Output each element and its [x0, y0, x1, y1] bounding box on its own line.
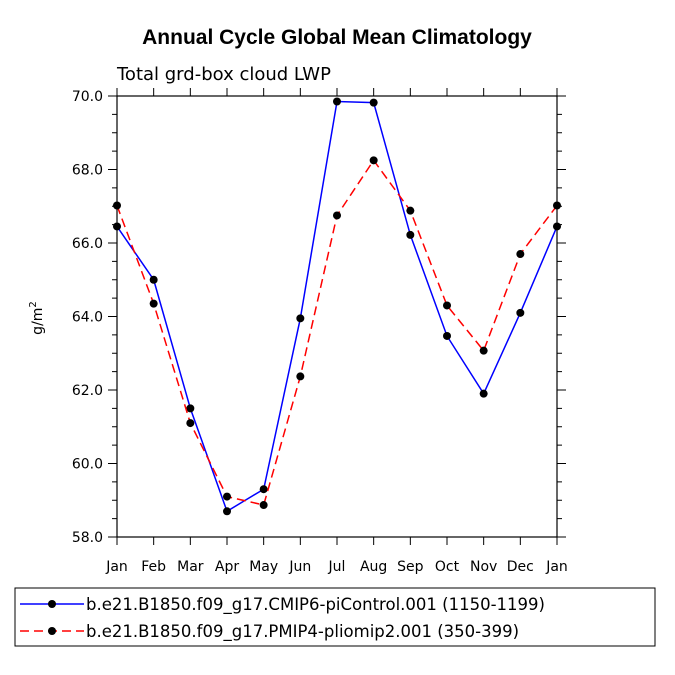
y-axis-label: g/m2 — [28, 301, 46, 335]
legend-label: b.e21.B1850.f09_g17.CMIP6-piControl.001 … — [86, 595, 545, 615]
data-point — [553, 222, 561, 231]
x-tick-label: May — [249, 559, 278, 575]
x-tick-label: Dec — [507, 559, 534, 575]
data-point — [223, 507, 231, 516]
data-point — [553, 201, 561, 210]
data-point — [296, 372, 305, 381]
x-tick-label: Sep — [397, 559, 424, 575]
data-point — [443, 331, 451, 340]
axis-ticks — [108, 88, 566, 545]
x-tick-label: Jul — [328, 559, 346, 575]
y-tick-label: 58.0 — [72, 530, 103, 546]
data-point — [149, 299, 158, 308]
data-point — [479, 389, 488, 398]
series-line — [116, 100, 558, 513]
data-point — [259, 485, 268, 494]
x-tick-label: Jun — [288, 559, 311, 575]
legend-marker — [48, 600, 56, 608]
data-point — [516, 250, 525, 259]
data-point — [369, 98, 378, 107]
legend-box — [14, 587, 656, 647]
x-tick-labels: Jan Feb Mar Apr May Jun Jul Aug Sep Oct Nov Dec Jan — [105, 559, 568, 575]
data-point — [223, 492, 231, 501]
chart-subtitle: Total grd-box cloud LWP — [116, 64, 331, 85]
y-tick-label: 66.0 — [72, 236, 103, 252]
data-point — [333, 211, 341, 220]
data-point — [186, 419, 195, 428]
series-2 — [113, 156, 561, 510]
data-point — [149, 275, 158, 284]
data-point — [369, 156, 378, 165]
legend-marker — [48, 627, 56, 635]
data-point — [113, 222, 121, 231]
data-point — [443, 301, 451, 310]
data-point — [259, 501, 268, 510]
series-1 — [113, 97, 561, 516]
x-tick-label: Apr — [215, 559, 239, 575]
x-tick-label: Mar — [177, 559, 204, 575]
y-tick-label: 60.0 — [72, 457, 103, 473]
data-point — [296, 314, 305, 323]
x-tick-label: Jan — [545, 559, 568, 575]
y-tick-label: 68.0 — [72, 163, 103, 179]
legend: b.e21.B1850.f09_g17.CMIP6-piControl.001 … — [20, 595, 545, 642]
data-point — [113, 201, 121, 210]
y-tick-labels: 58.0 60.0 62.0 64.0 66.0 68.0 70.0 — [72, 89, 103, 546]
data-point — [516, 308, 525, 317]
data-point — [479, 346, 488, 355]
chart-title: Annual Cycle Global Mean Climatology — [142, 26, 532, 49]
x-tick-label: Feb — [141, 559, 166, 575]
data-point — [406, 230, 415, 239]
data-point — [406, 206, 415, 215]
x-tick-label: Nov — [470, 559, 497, 575]
x-tick-label: Jan — [105, 559, 128, 575]
y-tick-label: 64.0 — [72, 310, 103, 326]
y-tick-label: 62.0 — [72, 383, 103, 399]
series-layer — [113, 97, 561, 516]
y-axis-label-superscript: 2 — [28, 301, 39, 307]
x-tick-label: Oct — [435, 559, 460, 575]
legend-label: b.e21.B1850.f09_g17.PMIP4-pliomip2.001 (… — [86, 622, 519, 642]
y-tick-label: 70.0 — [72, 89, 103, 105]
x-tick-label: Aug — [360, 559, 387, 575]
data-point — [333, 97, 341, 106]
plot-frame — [116, 95, 558, 538]
data-point — [186, 404, 195, 413]
